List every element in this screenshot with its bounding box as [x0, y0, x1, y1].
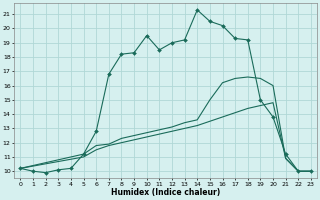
- X-axis label: Humidex (Indice chaleur): Humidex (Indice chaleur): [111, 188, 220, 197]
